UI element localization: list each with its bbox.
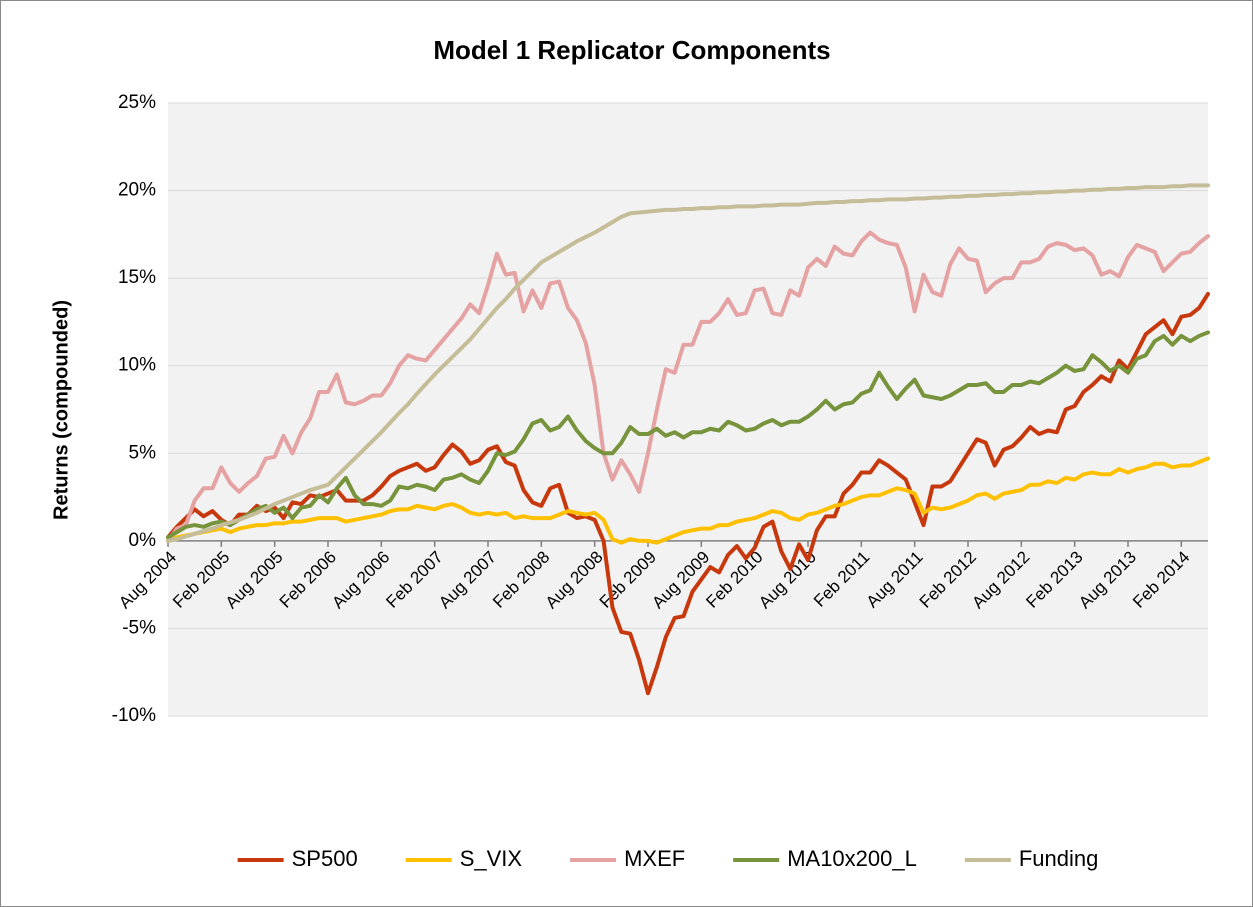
y-axis-label: Returns (compounded)	[50, 300, 72, 520]
series-line	[166, 330, 1210, 540]
legend-item: MXEF	[570, 846, 685, 871]
legend-item: Funding	[964, 846, 1099, 871]
series-line	[166, 291, 1210, 696]
series-line	[166, 456, 1210, 545]
y-tick-label: 10%	[118, 355, 156, 376]
y-tick-label: 5%	[129, 442, 157, 463]
legend-item: MA10x200_L	[733, 846, 917, 871]
plot-area	[168, 103, 1208, 716]
y-tick-label: 20%	[118, 180, 156, 201]
legend-label: MXEF	[624, 846, 685, 871]
y-tick-label: 15%	[118, 267, 156, 288]
y-tick-label: -10%	[112, 705, 156, 726]
legend-label: S_VIX	[460, 846, 523, 871]
legend-label: MA10x200_L	[787, 846, 917, 871]
chart-title: Model 1 Replicator Components	[433, 35, 830, 65]
series-line	[166, 230, 1210, 543]
legend-label: Funding	[1019, 846, 1099, 871]
y-tick-label: -5%	[122, 617, 156, 638]
legend-item: S_VIX	[405, 846, 523, 871]
legend-label: SP500	[292, 846, 358, 871]
y-tick-label: 25%	[118, 92, 156, 113]
series-line	[166, 183, 1210, 543]
y-tick-label: 0%	[129, 530, 157, 551]
legend-item: SP500	[237, 846, 358, 871]
